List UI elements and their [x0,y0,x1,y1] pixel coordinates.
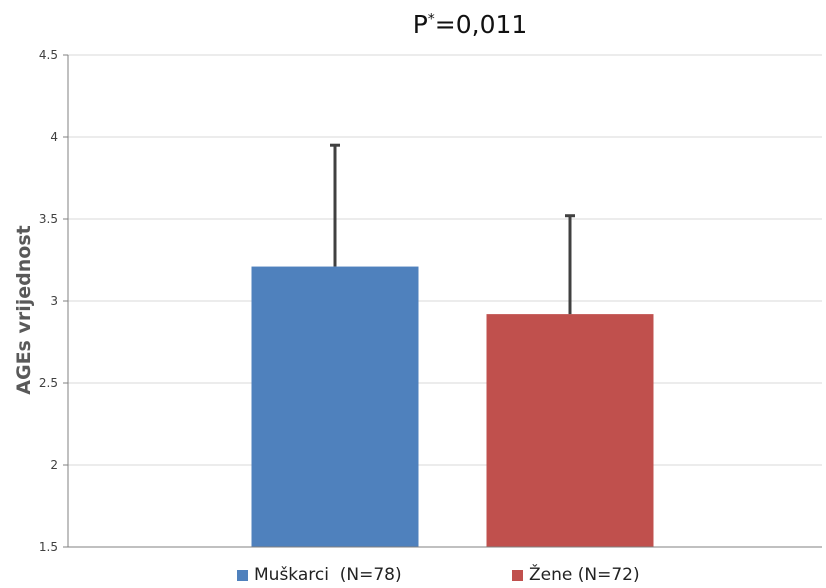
chart-title: P*=0,011 [0,10,826,39]
y-tick-label-3.5: 3.5 [39,212,58,226]
y-tick-label-2: 2 [50,458,58,472]
y-axis-label: AGEs vrijednost [13,225,35,394]
axis-layer [63,54,822,548]
legend-swatch-zene [512,569,523,581]
bar-zene [486,314,654,547]
legend-item-zene: Žene (N=72) [512,565,640,585]
y-tick-label-4: 4 [50,130,58,144]
title-main: P [412,10,428,39]
legend-swatch-muskarci [237,569,248,581]
grid-layer [68,54,822,466]
y-tick-label-3: 3 [50,294,58,308]
legend: Muškarci (N=78) Žene (N=72) [0,565,826,587]
y-tick-label-2.5: 2.5 [39,376,58,390]
tick-label-layer: 1.5 2 2.5 3 3.5 4 4.5 [39,48,58,554]
legend-label-muskarci: Muškarci (N=78) [254,565,402,585]
y-tick-label-1.5: 1.5 [39,540,58,554]
y-tick-label-4.5: 4.5 [39,48,58,62]
title-rest: =0,011 [434,10,528,39]
bar-muskarci [251,266,419,547]
bar-layer [251,143,654,547]
title-superscript: * [427,11,435,28]
legend-label-zene: Žene (N=72) [529,565,640,585]
legend-item-muskarci: Muškarci (N=78) [237,565,402,585]
